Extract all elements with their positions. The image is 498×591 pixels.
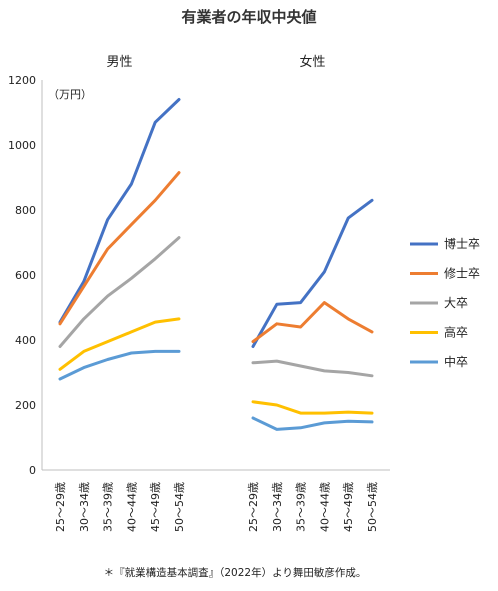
panel-1: 女性 25～29歳 30～34歳 35～39歳 40～44歳 45～49歳 50～54歳 <box>247 54 379 532</box>
legend-label: 修士卒 <box>444 266 480 281</box>
x-category-label: 50～54歳 <box>366 482 379 532</box>
series-line-0-1 <box>58 171 181 326</box>
y-axis-unit: （万円） <box>48 88 92 101</box>
x-category-label: 35～39歳 <box>102 482 115 532</box>
y-tick-label: 400 <box>15 334 36 347</box>
legend-label: 高卒 <box>444 325 468 340</box>
x-category-label: 35～39歳 <box>295 482 308 532</box>
y-tick-label: 1000 <box>8 139 36 152</box>
y-tick-label: 0 <box>29 464 36 477</box>
series-line-1-0 <box>251 198 374 348</box>
source-note: ＊『就業構造基本調査』（2022年）より舞田敏彦作成。 <box>104 566 367 579</box>
y-tick-label: 600 <box>15 269 36 282</box>
series-line-1-1 <box>251 301 374 344</box>
y-tick-label: 200 <box>15 399 36 412</box>
x-category-label: 25～29歳 <box>54 482 67 532</box>
legend-label: 博士卒 <box>444 236 480 251</box>
series-line-0-3 <box>58 317 181 371</box>
panel-title: 女性 <box>299 54 325 70</box>
legend-label: 大卒 <box>444 296 468 310</box>
x-category-label: 50～54歳 <box>173 482 186 532</box>
x-category-label: 30～34歳 <box>271 482 284 532</box>
series-line-0-0 <box>58 98 181 324</box>
panel-0: 男性 25～29歳 30～34歳 35～39歳 40～44歳 45～49歳 50～54歳 <box>54 55 186 532</box>
x-category-label: 30～34歳 <box>78 482 91 532</box>
legend-label: 中卒 <box>444 354 468 369</box>
series-line-0-4 <box>58 349 181 381</box>
y-tick-label: 800 <box>15 204 36 217</box>
y-tick-label: 1200 <box>8 74 36 87</box>
series-line-1-3 <box>251 400 374 415</box>
x-category-label: 45～49歳 <box>342 482 355 532</box>
series-line-1-2 <box>251 359 374 378</box>
series-line-1-4 <box>251 416 374 431</box>
series-line-0-2 <box>58 236 181 348</box>
chart-title: 有業者の年収中央値 <box>181 8 316 26</box>
x-category-label: 40～44歳 <box>125 482 138 532</box>
x-category-label: 25～29歳 <box>247 482 260 532</box>
x-category-label: 40～44歳 <box>318 482 331 532</box>
x-category-label: 45～49歳 <box>149 482 162 532</box>
y-axis: 0 200 400 600 800 1000 1200 （万円） <box>8 74 390 477</box>
panel-title: 男性 <box>106 55 132 70</box>
